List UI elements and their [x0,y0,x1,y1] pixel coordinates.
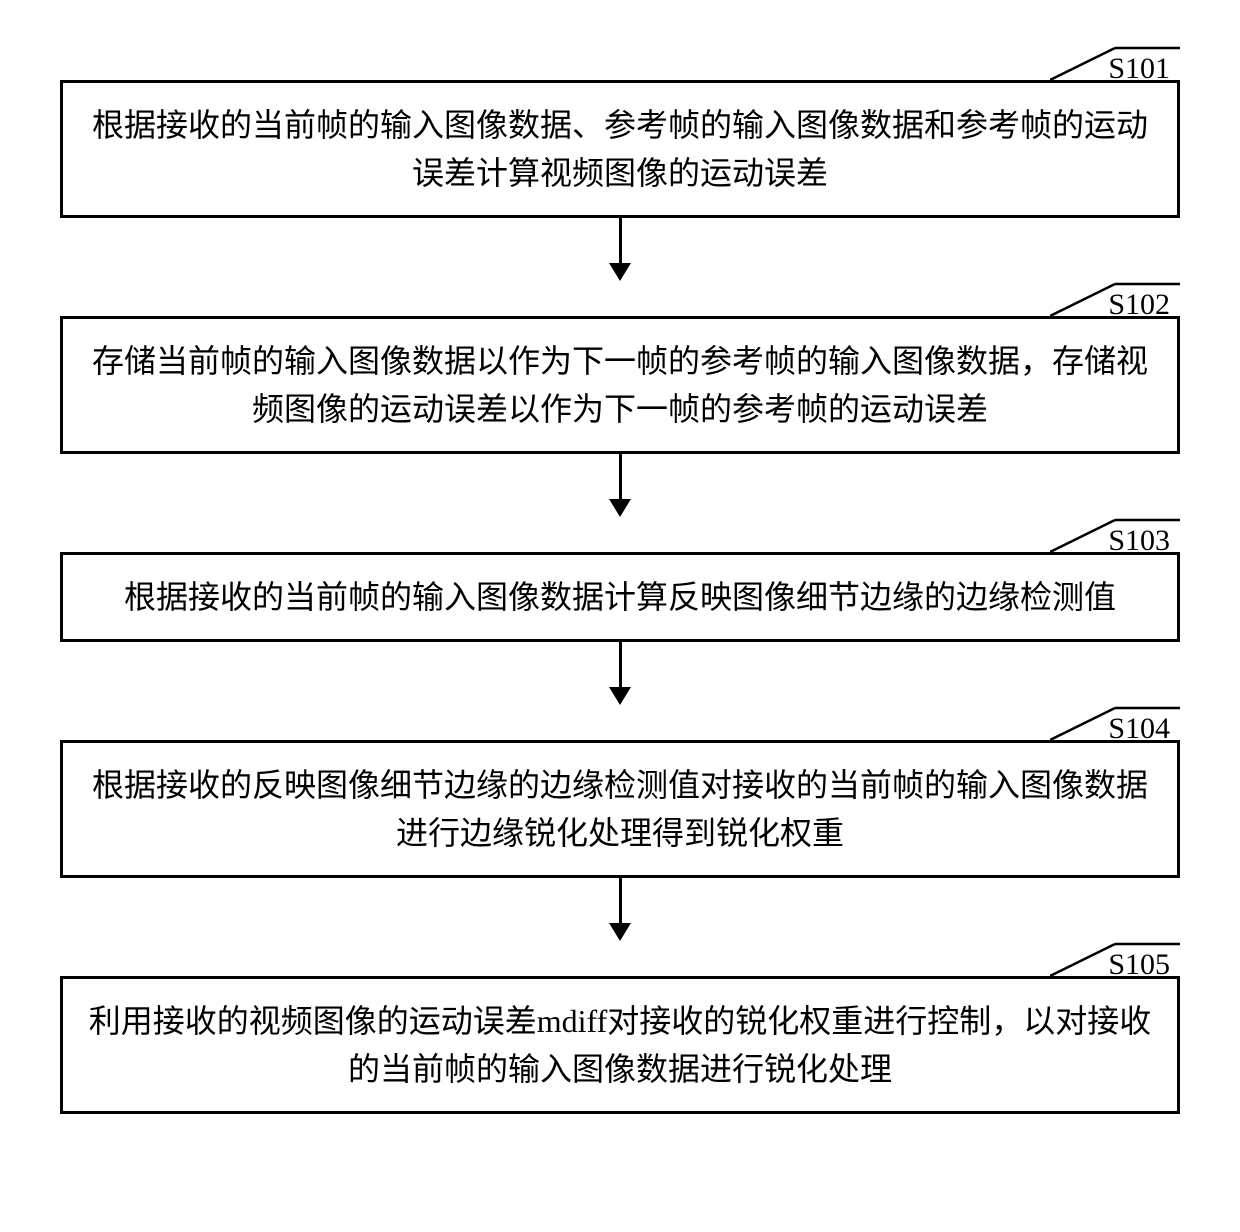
step-label-s104: S104 [1108,712,1170,746]
arrow-3-4 [609,642,631,705]
step-s104-wrapper: S104 根据接收的反映图像细节边缘的边缘检测值对接收的当前帧的输入图像数据进行… [30,740,1210,878]
step-s105-wrapper: S105 利用接收的视频图像的运动误差mdiff对接收的锐化权重进行控制，以对接… [30,976,1210,1114]
step-box-s101: 根据接收的当前帧的输入图像数据、参考帧的输入图像数据和参考帧的运动误差计算视频图… [60,80,1180,218]
step-label-s101: S101 [1108,52,1170,86]
step-s101-wrapper: S101 根据接收的当前帧的输入图像数据、参考帧的输入图像数据和参考帧的运动误差… [30,80,1210,218]
step-s103-wrapper: S103 根据接收的当前帧的输入图像数据计算反映图像细节边缘的边缘检测值 [30,552,1210,642]
arrow-1-2 [609,218,631,281]
arrow-2-3 [609,454,631,517]
step-box-s102: 存储当前帧的输入图像数据以作为下一帧的参考帧的输入图像数据，存储视频图像的运动误… [60,316,1180,454]
step-box-s105: 利用接收的视频图像的运动误差mdiff对接收的锐化权重进行控制，以对接收的当前帧… [60,976,1180,1114]
step-box-s103: 根据接收的当前帧的输入图像数据计算反映图像细节边缘的边缘检测值 [60,552,1180,642]
step-label-s105: S105 [1108,948,1170,982]
flowchart-container: S101 根据接收的当前帧的输入图像数据、参考帧的输入图像数据和参考帧的运动误差… [30,40,1210,1114]
step-s102-wrapper: S102 存储当前帧的输入图像数据以作为下一帧的参考帧的输入图像数据，存储视频图… [30,316,1210,454]
step-label-s102: S102 [1108,288,1170,322]
arrow-4-5 [609,878,631,941]
step-label-s103: S103 [1108,524,1170,558]
step-box-s104: 根据接收的反映图像细节边缘的边缘检测值对接收的当前帧的输入图像数据进行边缘锐化处… [60,740,1180,878]
